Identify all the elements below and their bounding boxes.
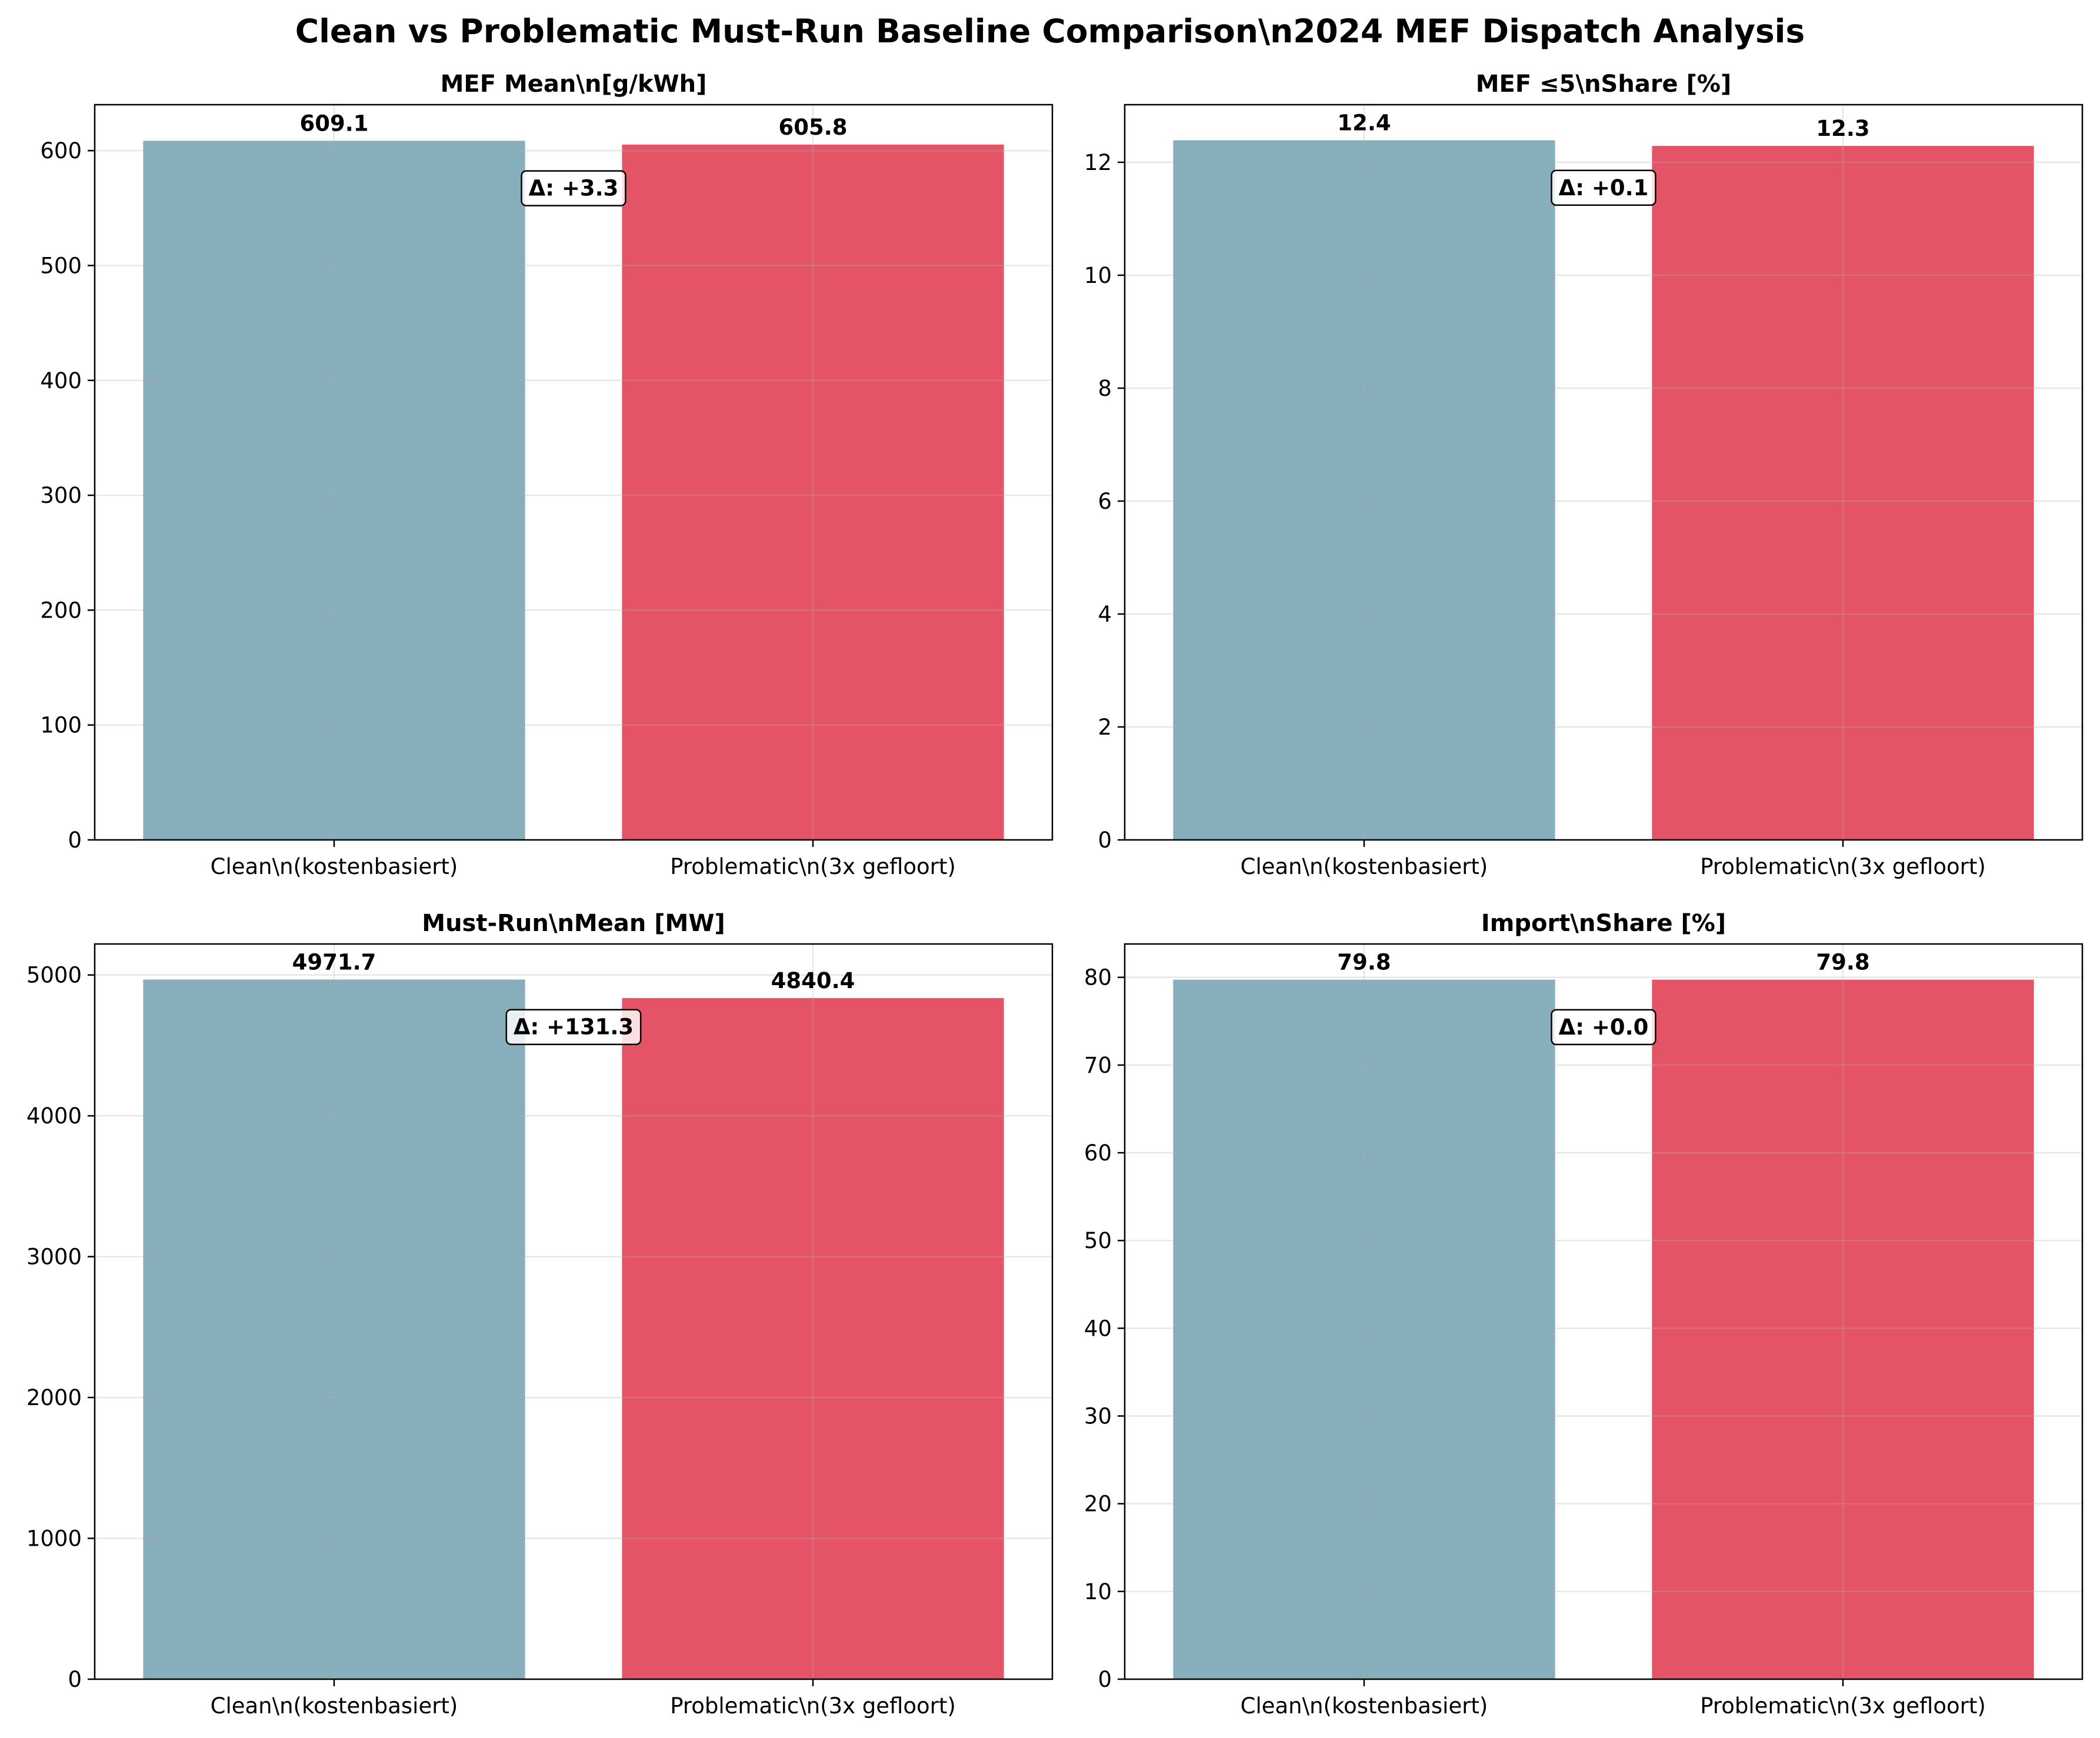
y-tick-label: 80 [1084,965,1112,990]
delta-label: Δ: +3.3 [529,176,619,201]
bar-value-label: 79.8 [1816,950,1869,975]
y-tick-label: 200 [40,598,82,623]
delta-box [1551,1009,1656,1046]
x-tick-label: Clean\n(kostenbasiert) [1241,1693,1488,1719]
y-tick-label: 8 [1098,376,1112,401]
y-tick-label: 0 [68,1667,82,1692]
y-tick-label: 4 [1098,602,1112,627]
x-tick-label: Clean\n(kostenbasiert) [211,854,458,879]
panel-title: MEF Mean\n[g/kWh] [441,71,707,98]
panel-title: MEF ≤5\nShare [%] [1476,71,1732,98]
delta-annotation: Δ: +0.0 [1551,1009,1656,1046]
y-tick-label: 12 [1084,150,1112,175]
x-tick-label: Clean\n(kostenbasiert) [1241,854,1488,879]
x-tick-label: Problematic\n(3x gefloort) [670,1693,956,1719]
y-tick-label: 70 [1084,1053,1112,1078]
x-tick-label: Clean\n(kostenbasiert) [211,1693,458,1719]
axes-frame [94,104,1054,841]
y-tick-label: 600 [40,138,82,164]
figure-title: Clean vs Problematic Must-Run Baseline C… [295,12,1805,50]
y-tick-label: 3000 [26,1245,82,1270]
y-tick-label: 50 [1084,1228,1112,1253]
delta-box [521,170,626,206]
y-tick-label: 20 [1084,1492,1112,1517]
y-tick-label: 0 [1098,1667,1112,1692]
y-tick-label: 10 [1084,263,1112,288]
x-tick-label: Problematic\n(3x gefloort) [1700,1693,1986,1719]
chart-panel-4: Import\nShare [%] 0 10 20 30 40 50 60 70 80 Clean\… [1084,910,2084,1719]
delta-annotation: Δ: +131.3 [505,1009,642,1045]
axes-frame [1124,104,2084,841]
delta-annotation: Δ: +3.3 [521,170,626,206]
bar-clean [1172,978,1556,1680]
y-tick-label: 2000 [26,1385,82,1410]
delta-label: Δ: +131.3 [514,1015,634,1040]
y-tick-label: 2 [1098,715,1112,740]
axes-frame [94,943,1054,1680]
y-tick-label: 30 [1084,1404,1112,1429]
y-tick-label: 300 [40,483,82,508]
bar-value-label: 605.8 [778,115,847,140]
bar-problematic [1651,145,2035,841]
bar-clean [1172,139,1556,840]
y-tick-label: 0 [1098,828,1112,853]
delta-label: Δ: +0.0 [1559,1015,1649,1040]
delta-annotation: Δ: +0.1 [1551,169,1656,206]
y-tick-label: 500 [40,253,82,278]
y-tick-label: 100 [40,713,82,738]
y-tick-label: 0 [68,828,82,853]
bar-value-label: 79.8 [1337,950,1391,975]
x-tick-label: Problematic\n(3x gefloort) [670,854,956,879]
bar-value-label: 4840.4 [771,968,855,993]
y-tick-label: 10 [1084,1579,1112,1604]
bar-problematic [621,996,1005,1680]
bar-problematic [1651,978,2035,1680]
y-tick-label: 4000 [26,1103,82,1129]
y-tick-label: 60 [1084,1140,1112,1166]
bar-value-label: 12.4 [1337,111,1391,136]
chart-panel-3: Must-Run\nMean [MW] 0 1000 2000 3000 4000 5000… [26,910,1054,1719]
delta-label: Δ: +0.1 [1559,175,1649,201]
panel-title: Import\nShare [%] [1481,910,1726,937]
bar-clean [142,978,526,1680]
panel-title: Must-Run\nMean [MW] [422,910,725,937]
delta-box [505,1009,642,1045]
y-tick-label: 5000 [26,963,82,988]
chart-panel-1: MEF Mean\n[g/kWh] 0 100 200 300 400 500 600 Clea… [40,71,1054,879]
y-tick-label: 40 [1084,1316,1112,1341]
axes-frame [1124,943,2084,1680]
bar-value-label: 4971.7 [292,949,376,975]
y-tick-label: 1000 [26,1526,82,1552]
chart-panel-2: MEF ≤5\nShare [%] 0 2 4 6 8 10 12 Clean\n(kosten… [1084,71,2084,879]
bar-clean [142,139,526,840]
bar-value-label: 609.1 [299,111,368,136]
bar-value-label: 12.3 [1816,116,1869,141]
delta-box [1551,169,1656,206]
y-tick-label: 400 [40,368,82,393]
x-tick-label: Problematic\n(3x gefloort) [1700,854,1986,879]
bar-problematic [621,143,1005,840]
y-tick-label: 6 [1098,489,1112,514]
